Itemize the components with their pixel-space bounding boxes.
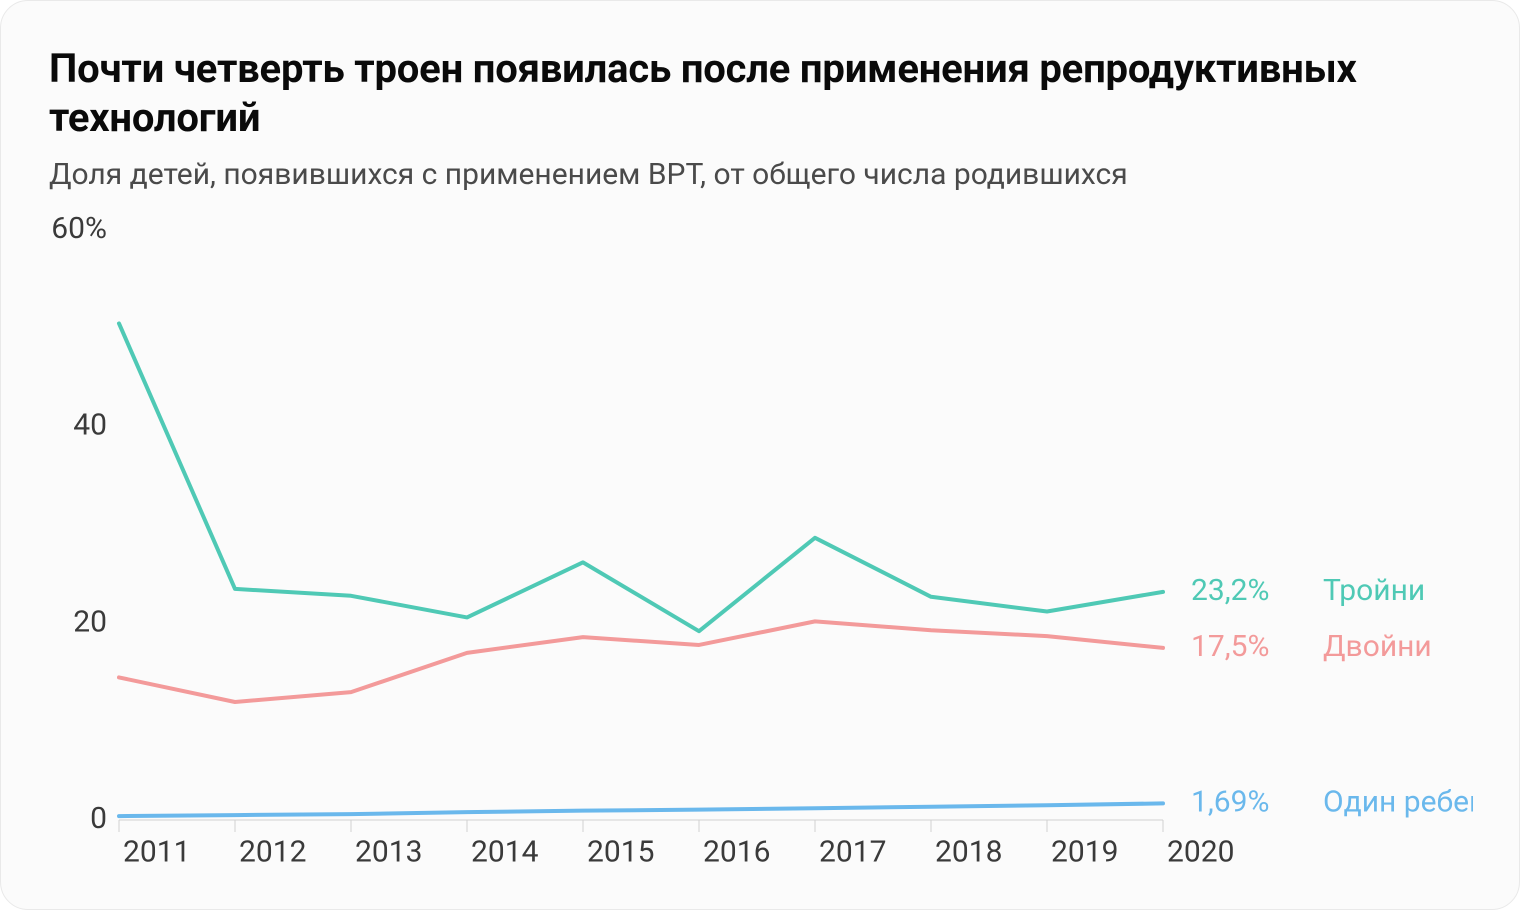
series-end-name: Тройни: [1323, 572, 1425, 607]
y-tick-label: 0: [90, 801, 107, 836]
chart-plot-area: 0 20 40 60% 2011 2012 2013 2014 2015 2016 2017 2018…: [49, 200, 1471, 880]
chart-card: Почти четверть троен появилась после при…: [0, 0, 1520, 910]
x-tick-label: 2014: [471, 834, 539, 869]
y-tick-label: 40: [73, 407, 107, 442]
series-end-name: Один ребенок: [1323, 784, 1473, 819]
series-end-value: 23,2%: [1191, 572, 1269, 607]
chart-title: Почти четверть троен появилась после при…: [49, 45, 1471, 143]
x-tick-label: 2019: [1051, 834, 1118, 869]
series-line: [119, 323, 1163, 631]
x-tick-label: 2018: [935, 834, 1002, 869]
line-chart-svg: 0 20 40 60% 2011 2012 2013 2014 2015 2016 2017 2018…: [49, 200, 1473, 880]
x-tick-label: 2012: [239, 834, 306, 869]
x-tick-label: 2013: [355, 834, 422, 869]
series-end-value: 17,5%: [1191, 628, 1269, 663]
x-tick-label: 2020: [1167, 834, 1234, 869]
chart-subtitle: Доля детей, появившихся с применением ВР…: [49, 157, 1471, 192]
series-end-name: Двойни: [1323, 628, 1432, 663]
series-end-value: 1,69%: [1191, 784, 1269, 819]
series-line: [119, 803, 1163, 816]
y-tick-label: 20: [73, 604, 107, 639]
x-tick-label: 2011: [123, 834, 190, 869]
x-tick-label: 2015: [587, 834, 654, 869]
y-tick-label: 60%: [51, 211, 107, 246]
x-tick-label: 2017: [819, 834, 886, 869]
x-tick-label: 2016: [703, 834, 770, 869]
series-line: [119, 621, 1163, 702]
